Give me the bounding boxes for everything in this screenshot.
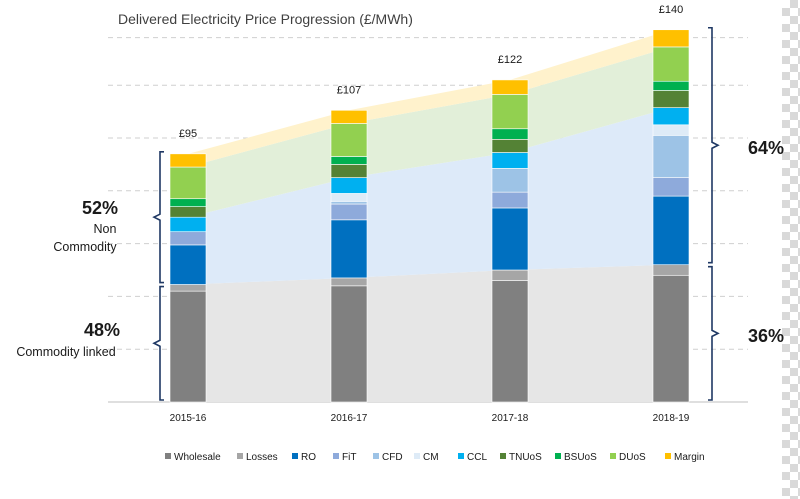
bar-segment-duos	[169, 166, 207, 200]
series-band	[188, 29, 671, 168]
brace-right-non-commodity	[708, 26, 720, 264]
total-label: £122	[498, 54, 522, 66]
bar-segment-tnuos	[330, 164, 368, 178]
legend-label-bsuos: BSUoS	[564, 452, 597, 463]
bar-segment-ccl	[652, 107, 690, 126]
legend-swatch-margin	[665, 453, 671, 459]
bar-segment-cfd	[652, 135, 690, 178]
bar-segment-fit	[330, 203, 368, 221]
bar-segment-tnuos	[169, 206, 207, 218]
series-band	[188, 264, 671, 402]
legend-label-fit: FiT	[342, 452, 356, 463]
brace-right-commodity	[708, 265, 720, 401]
legend-label-duos: DUoS	[619, 452, 646, 463]
brace-left-commodity	[152, 285, 164, 401]
legend: Wholesale Losses RO FiT CFD CM CCL TNUoS BSUoS DU…	[165, 452, 705, 463]
legend-label-cm: CM	[423, 452, 439, 463]
bar-segment-margin	[330, 109, 368, 124]
bar-segment-losses	[169, 284, 207, 292]
right-commodity-percent: 36%	[748, 326, 784, 346]
bar-segment-ro	[491, 207, 529, 271]
bar-segment-cm	[330, 193, 368, 202]
legend-swatch-tnuos	[500, 453, 506, 459]
series-band	[188, 46, 671, 218]
bar-segment-bsuos	[330, 156, 368, 165]
left-commodity-label: Commodity linked	[16, 345, 115, 359]
total-label: £95	[179, 128, 197, 140]
legend-swatch-bsuos	[555, 453, 561, 459]
bar-segment-margin	[652, 29, 690, 48]
legend-swatch-cm	[414, 453, 420, 459]
x-tick-label: 2017-18	[492, 413, 529, 424]
bar-segment-fit	[491, 191, 529, 209]
bar-segment-bsuos	[169, 198, 207, 207]
bar-segment-duos	[491, 94, 529, 130]
transparency-checker-background	[782, 0, 800, 499]
bar-segment-ro	[330, 219, 368, 279]
stacked-bars	[169, 29, 690, 403]
legend-label-margin: Margin	[674, 452, 705, 463]
bar-segment-ccl	[491, 152, 529, 169]
legend-swatch-cfd	[373, 453, 379, 459]
legend-swatch-losses	[237, 453, 243, 459]
bar-segment-ccl	[330, 177, 368, 194]
x-tick-label: 2016-17	[331, 413, 368, 424]
left-non-commodity-label-line1: Non	[94, 222, 117, 236]
total-label: £140	[659, 4, 683, 16]
bar-segment-ro	[169, 244, 207, 285]
left-commodity-percent: 48%	[84, 320, 120, 340]
bar-segment-ccl	[169, 216, 207, 233]
legend-label-losses: Losses	[246, 452, 278, 463]
bar-segment-cfd	[330, 201, 368, 205]
bar-segment-wholesale	[169, 290, 207, 403]
bar-segment-tnuos	[652, 90, 690, 108]
bar-segment-losses	[491, 269, 529, 281]
legend-label-ro: RO	[301, 452, 316, 463]
total-label: £107	[337, 84, 361, 96]
bar-segment-losses	[652, 264, 690, 276]
bar-segment-bsuos	[491, 128, 529, 140]
legend-label-tnuos: TNUoS	[509, 452, 542, 463]
left-non-commodity-label-line2: Commodity	[53, 240, 117, 254]
bar-segment-duos	[652, 46, 690, 82]
legend-swatch-ccl	[458, 453, 464, 459]
bar-segment-tnuos	[491, 139, 529, 153]
bar-segment-margin	[169, 153, 207, 168]
left-non-commodity-percent: 52%	[82, 198, 118, 218]
legend-swatch-duos	[610, 453, 616, 459]
total-labels: £95 £107 £122 £140	[179, 4, 683, 140]
bar-segment-bsuos	[652, 80, 690, 91]
bar-segment-duos	[330, 123, 368, 157]
legend-swatch-fit	[333, 453, 339, 459]
x-tick-label: 2018-19	[653, 413, 690, 424]
bar-segment-cfd	[491, 168, 529, 193]
right-non-commodity-percent: 64%	[748, 138, 784, 158]
bar-segment-cm	[652, 124, 690, 136]
legend-swatch-wholesale	[165, 453, 171, 459]
x-tick-label: 2015-16	[170, 413, 207, 424]
series-bands	[188, 29, 671, 402]
legend-swatch-ro	[292, 453, 298, 459]
bar-segment-wholesale	[330, 285, 368, 403]
brace-left-non-commodity	[152, 151, 164, 284]
legend-label-wholesale: Wholesale	[174, 452, 221, 463]
bar-segment-margin	[491, 79, 529, 95]
legend-label-ccl: CCL	[467, 452, 487, 463]
bar-segment-wholesale	[652, 274, 690, 403]
bar-segment-fit	[652, 177, 690, 197]
series-band	[188, 107, 671, 285]
bar-segment-wholesale	[491, 280, 529, 403]
bar-segment-losses	[330, 277, 368, 287]
chart-title: Delivered Electricity Price Progression …	[118, 11, 413, 27]
bar-segment-ro	[652, 195, 690, 266]
bar-segment-fit	[169, 231, 207, 246]
x-tick-labels: 2015-16 2016-17 2017-18 2018-19	[170, 413, 690, 424]
legend-label-cfd: CFD	[382, 452, 403, 463]
